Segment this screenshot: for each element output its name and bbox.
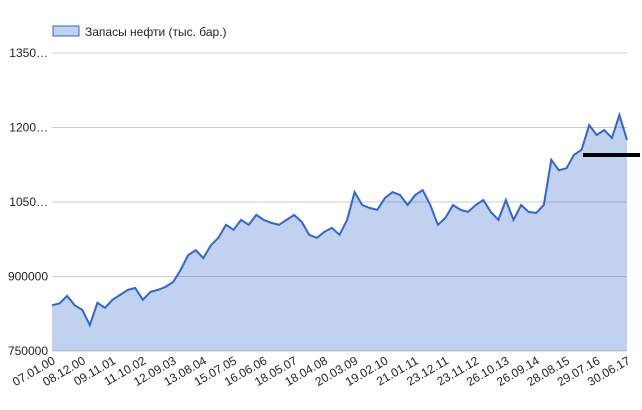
area-fill	[52, 115, 627, 351]
y-tick-label: 1350…	[9, 46, 48, 60]
legend-swatch	[52, 25, 80, 37]
y-tick-label: 1050…	[9, 195, 48, 209]
y-tick-label: 1200…	[9, 121, 48, 135]
y-tick-label: 900000	[8, 270, 48, 284]
area-line	[51, 111, 628, 328]
legend-label: Запасы нефти (тыс. бар.)	[85, 25, 227, 39]
y-tick-label: 750000	[8, 344, 48, 358]
